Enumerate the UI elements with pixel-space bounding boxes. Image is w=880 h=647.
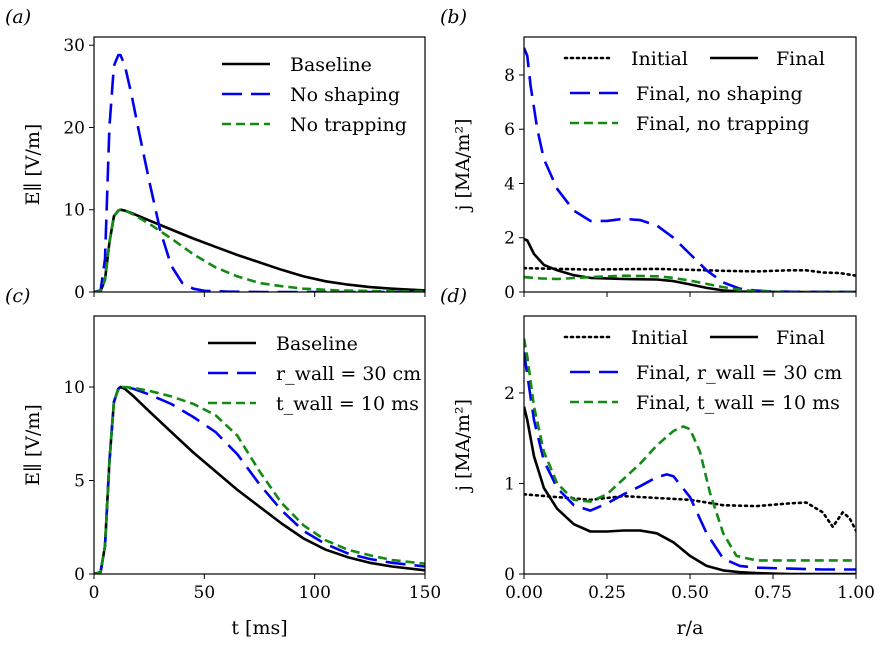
legend-entry: Final, no trapping [636, 113, 810, 135]
x-tick-label: 100 [298, 583, 330, 603]
series-line-1 [524, 406, 856, 574]
series-line-2 [94, 385, 425, 574]
series-line-2 [524, 352, 856, 571]
series-line-0 [94, 385, 425, 574]
series-line-1 [524, 237, 856, 292]
plot-frame [523, 315, 857, 575]
y-tick-label: 30 [63, 36, 85, 56]
x-axis-label: r/a [677, 617, 704, 639]
y-tick-label: 2 [504, 229, 515, 249]
legend: Baseline No shaping No trapping [222, 54, 407, 136]
series-line-3 [524, 338, 856, 562]
y-tick-label: 10 [63, 201, 85, 221]
legend: Initial Final Final, no shaping Final, no t… [563, 48, 825, 135]
x-tick-label: 0.75 [754, 583, 792, 603]
x-tick-label: 0.25 [588, 583, 626, 603]
y-tick-label: 0 [504, 565, 515, 585]
y-tick-label: 0 [74, 565, 85, 585]
legend-entry: Baseline [290, 54, 372, 76]
y-tick-label: 2 [504, 384, 515, 404]
panel-a: 0 10 20 30 (a) E∥ [V/m] Baseline No shaping No t… [5, 6, 426, 303]
panel-b: 0 2 4 6 8 (b) j [MA/m²] Initial Final Final, no s… [440, 6, 857, 303]
series-line-2 [524, 47, 856, 292]
legend-entry: t_wall = 10 ms [276, 393, 419, 415]
y-tick-label: 6 [504, 120, 515, 140]
x-tick-label: 0.00 [505, 583, 543, 603]
legend-entry: r_wall = 30 cm [276, 363, 421, 385]
x-tick-label: 0.50 [671, 583, 709, 603]
x-tick-label: 150 [409, 583, 441, 603]
legend-entry: Final, r_wall = 30 cm [636, 362, 842, 384]
y-tick-label: 1 [504, 474, 515, 494]
series-line-1 [94, 385, 425, 574]
y-tick-label: 4 [504, 174, 515, 194]
x-tick-label: 0 [89, 583, 100, 603]
x-axis-label: t [ms] [231, 617, 287, 639]
y-tick-label: 8 [504, 66, 515, 86]
y-axis-label: j [MA/m²] [452, 119, 474, 213]
panel-label: (b) [440, 6, 467, 28]
series-line-0 [94, 208, 425, 292]
y-tick-label: 20 [63, 118, 85, 138]
legend-entry: No trapping [290, 114, 407, 136]
y-tick-label: 10 [63, 378, 85, 398]
legend-entry: Final, t_wall = 10 ms [636, 392, 840, 414]
panel-d: 0.00 0.25 0.50 0.75 1.00 0 1 2 (d) j [MA/m²] r/a In… [440, 285, 875, 639]
x-tick-label: 50 [194, 583, 216, 603]
panel-label: (c) [5, 285, 30, 307]
legend-entry: No shaping [290, 84, 400, 106]
y-axis-label: E∥ [V/m] [22, 124, 44, 206]
panel-c: 0 50 100 150 0 5 10 (c) E∥ [V/m] t [ms] Baseline r_… [5, 285, 441, 639]
legend: Initial Final Final, r_wall = 30 cm Final, … [563, 327, 842, 414]
y-axis-label: E∥ [V/m] [22, 404, 44, 486]
y-tick-label: 0 [74, 283, 85, 303]
legend-entry: Final, no shaping [636, 83, 803, 105]
series-line-0 [524, 266, 856, 277]
plot-frame [93, 315, 426, 575]
y-axis-label: j [MA/m²] [452, 399, 474, 493]
panel-label: (d) [440, 285, 467, 307]
legend-entry: Initial [631, 48, 688, 70]
series-line-0 [524, 493, 856, 532]
y-tick-label: 0 [504, 283, 515, 303]
legend-entry: Final [776, 327, 825, 349]
x-tick-label: 1.00 [837, 583, 875, 603]
plot-frame [93, 36, 426, 293]
panel-label: (a) [5, 6, 31, 28]
series-line-2 [94, 208, 425, 292]
legend-entry: Initial [631, 327, 688, 349]
legend-entry: Baseline [276, 333, 358, 355]
y-tick-label: 5 [74, 472, 85, 492]
legend: Baseline r_wall = 30 cm t_wall = 10 ms [208, 333, 421, 415]
legend-entry: Final [776, 48, 825, 70]
